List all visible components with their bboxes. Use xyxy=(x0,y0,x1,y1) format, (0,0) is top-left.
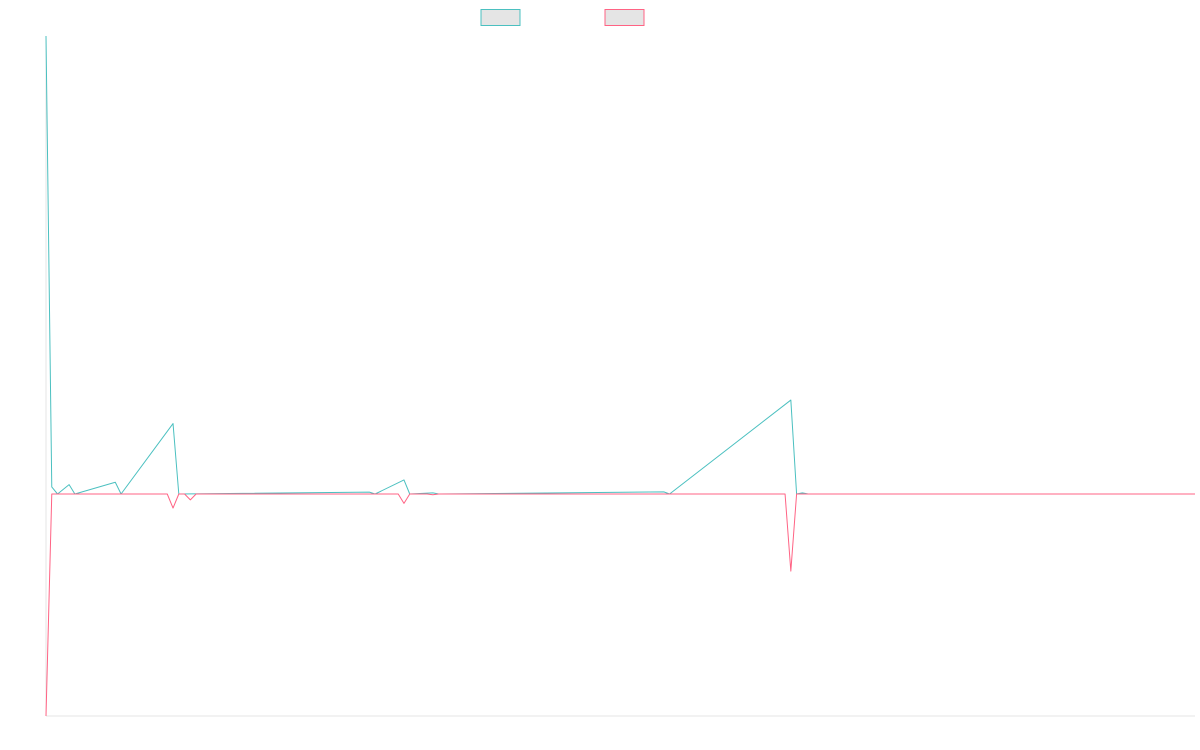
series-group xyxy=(45,35,1195,717)
series-line-2 xyxy=(45,493,1195,717)
chart-legend xyxy=(480,9,645,26)
series-line-1 xyxy=(45,35,1195,495)
legend-swatch-1 xyxy=(480,9,521,26)
chart-axes xyxy=(45,36,1195,717)
legend-swatch-2 xyxy=(604,9,645,26)
